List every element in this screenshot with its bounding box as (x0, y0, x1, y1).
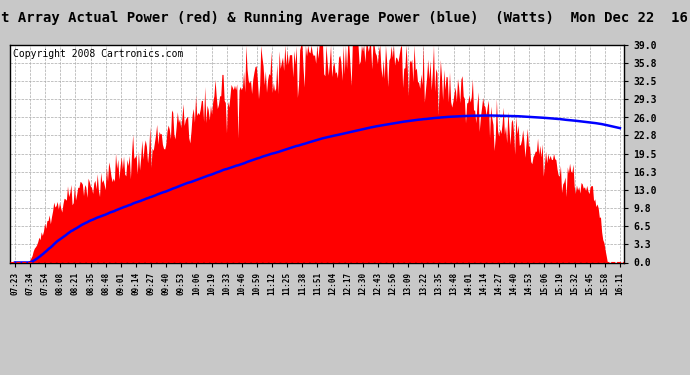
Text: West Array Actual Power (red) & Running Average Power (blue)  (Watts)  Mon Dec 2: West Array Actual Power (red) & Running … (0, 11, 690, 26)
Text: Copyright 2008 Cartronics.com: Copyright 2008 Cartronics.com (13, 50, 184, 59)
